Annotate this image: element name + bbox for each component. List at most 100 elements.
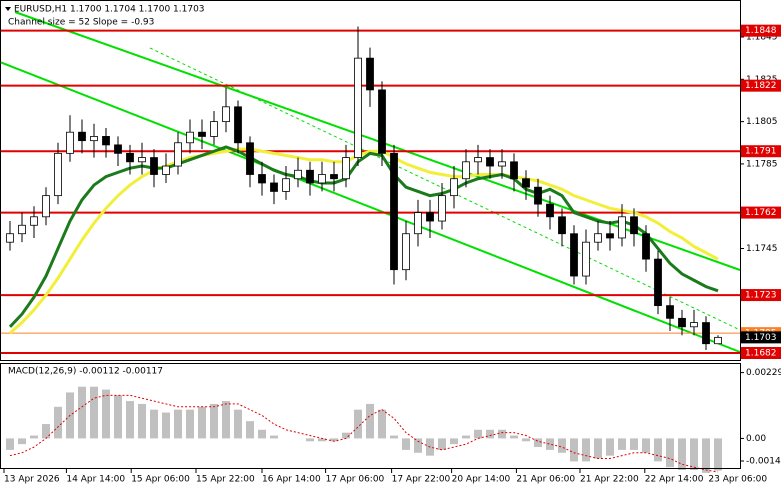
candle-body [498, 161, 506, 167]
candle-body [462, 161, 470, 180]
candle-body [114, 144, 122, 154]
x-tick-label: 22 Apr 14:00 [645, 475, 704, 485]
candle-body [618, 216, 626, 239]
candle-body [486, 157, 494, 167]
macd-bar [6, 438, 14, 450]
macd-bar [138, 403, 146, 439]
macd-bar [258, 429, 266, 439]
candle-body [210, 121, 218, 137]
macd-title: MACD(12,26,9) -0.00112 -0.00117 [8, 367, 163, 377]
price-frame [0, 0, 741, 361]
candle-body [174, 142, 182, 167]
macd-bar [450, 438, 458, 445]
candle-body [306, 169, 314, 184]
candle-body [390, 152, 398, 271]
level-label: 1.1822 [745, 81, 777, 91]
level-label-box [741, 24, 781, 37]
candle-body [414, 212, 422, 235]
candle-body [18, 224, 26, 235]
macd-bar [690, 438, 698, 471]
macd-bar [630, 438, 638, 450]
level-label: 1.1723 [745, 291, 777, 301]
macd-bar [522, 438, 530, 442]
channel-mid-line [149, 47, 741, 331]
macd-bar [510, 435, 518, 439]
candle-body [354, 57, 362, 158]
macd-bar [654, 438, 662, 462]
macd-bar [438, 438, 446, 450]
macd-bar [210, 403, 218, 439]
macd-bar [390, 435, 398, 439]
candle-body [198, 131, 206, 137]
level-label: 1.1848 [745, 26, 777, 36]
candle-body [126, 152, 134, 163]
macd-bar [414, 438, 422, 453]
macd-bar [162, 412, 170, 439]
x-tick-label: 21 Apr 06:00 [516, 475, 575, 485]
x-tick-label: 15 Apr 06:00 [131, 475, 190, 485]
candle-body [426, 212, 434, 222]
macd-bar [642, 438, 650, 453]
x-tick-label: 14 Apr 14:00 [66, 475, 125, 485]
candle-body [594, 233, 602, 243]
last-price-label: 1.1703 [745, 333, 777, 343]
macd-bar [234, 409, 242, 439]
macd-bar [486, 429, 494, 439]
chart-title: EURUSD,H1 1.1700 1.1704 1.1700 1.1703 [14, 5, 205, 15]
candle-body [642, 233, 650, 260]
macd-bar [474, 429, 482, 439]
candle-body [606, 233, 614, 239]
level-label: 1.1791 [745, 147, 777, 157]
y-tick-label: 1.1845 [746, 33, 778, 43]
macd-bar [582, 438, 590, 462]
moving-average [8, 145, 719, 328]
macd-bar [546, 438, 554, 450]
candle-body [330, 174, 338, 180]
y-tick-label: 1.1745 [746, 244, 778, 254]
candle-body [402, 233, 410, 271]
macd-bar [498, 429, 506, 439]
level-label: 1.1762 [745, 208, 777, 218]
macd-bar [114, 395, 122, 439]
level-label-box [741, 145, 781, 158]
candle-body [522, 178, 530, 188]
macd-bar [534, 438, 542, 448]
macd-bar [306, 438, 314, 442]
channel-line [0, 61, 741, 353]
candle-body [234, 106, 242, 144]
candle-body [342, 157, 350, 180]
level-label-box [741, 206, 781, 219]
candle-body [702, 322, 710, 345]
candle-body [222, 106, 230, 123]
candle-body [558, 216, 566, 235]
macd-bar [198, 406, 206, 439]
macd-bar [378, 409, 386, 439]
candle-body [690, 322, 698, 328]
candle-body [666, 305, 674, 319]
last-price-box [741, 331, 781, 344]
candle-body [138, 157, 146, 163]
candle-body [366, 57, 374, 91]
macd-bar [594, 438, 602, 459]
macd-bar [42, 424, 50, 439]
candle-body [282, 178, 290, 192]
macd-bar [318, 438, 326, 442]
candle-body [270, 182, 278, 192]
level-label-box [741, 79, 781, 92]
y-tick-label: 1.1785 [746, 159, 778, 169]
moving-average [9, 147, 719, 335]
x-tick-label: 17 Apr 06:00 [326, 475, 385, 485]
candle-body [318, 174, 326, 184]
candle-body [474, 157, 482, 163]
macd-bar [186, 409, 194, 439]
candle-body [450, 178, 458, 197]
candle-body [162, 165, 170, 175]
macd-bar [342, 432, 350, 439]
chart-subtitle: Channel size = 52 Slope = -0.93 [8, 18, 154, 28]
macd-bar [558, 438, 566, 453]
macd-bar [78, 386, 86, 439]
candle-body [78, 131, 86, 142]
candle-body [714, 336, 722, 345]
level-label: 1.1682 [745, 349, 777, 359]
